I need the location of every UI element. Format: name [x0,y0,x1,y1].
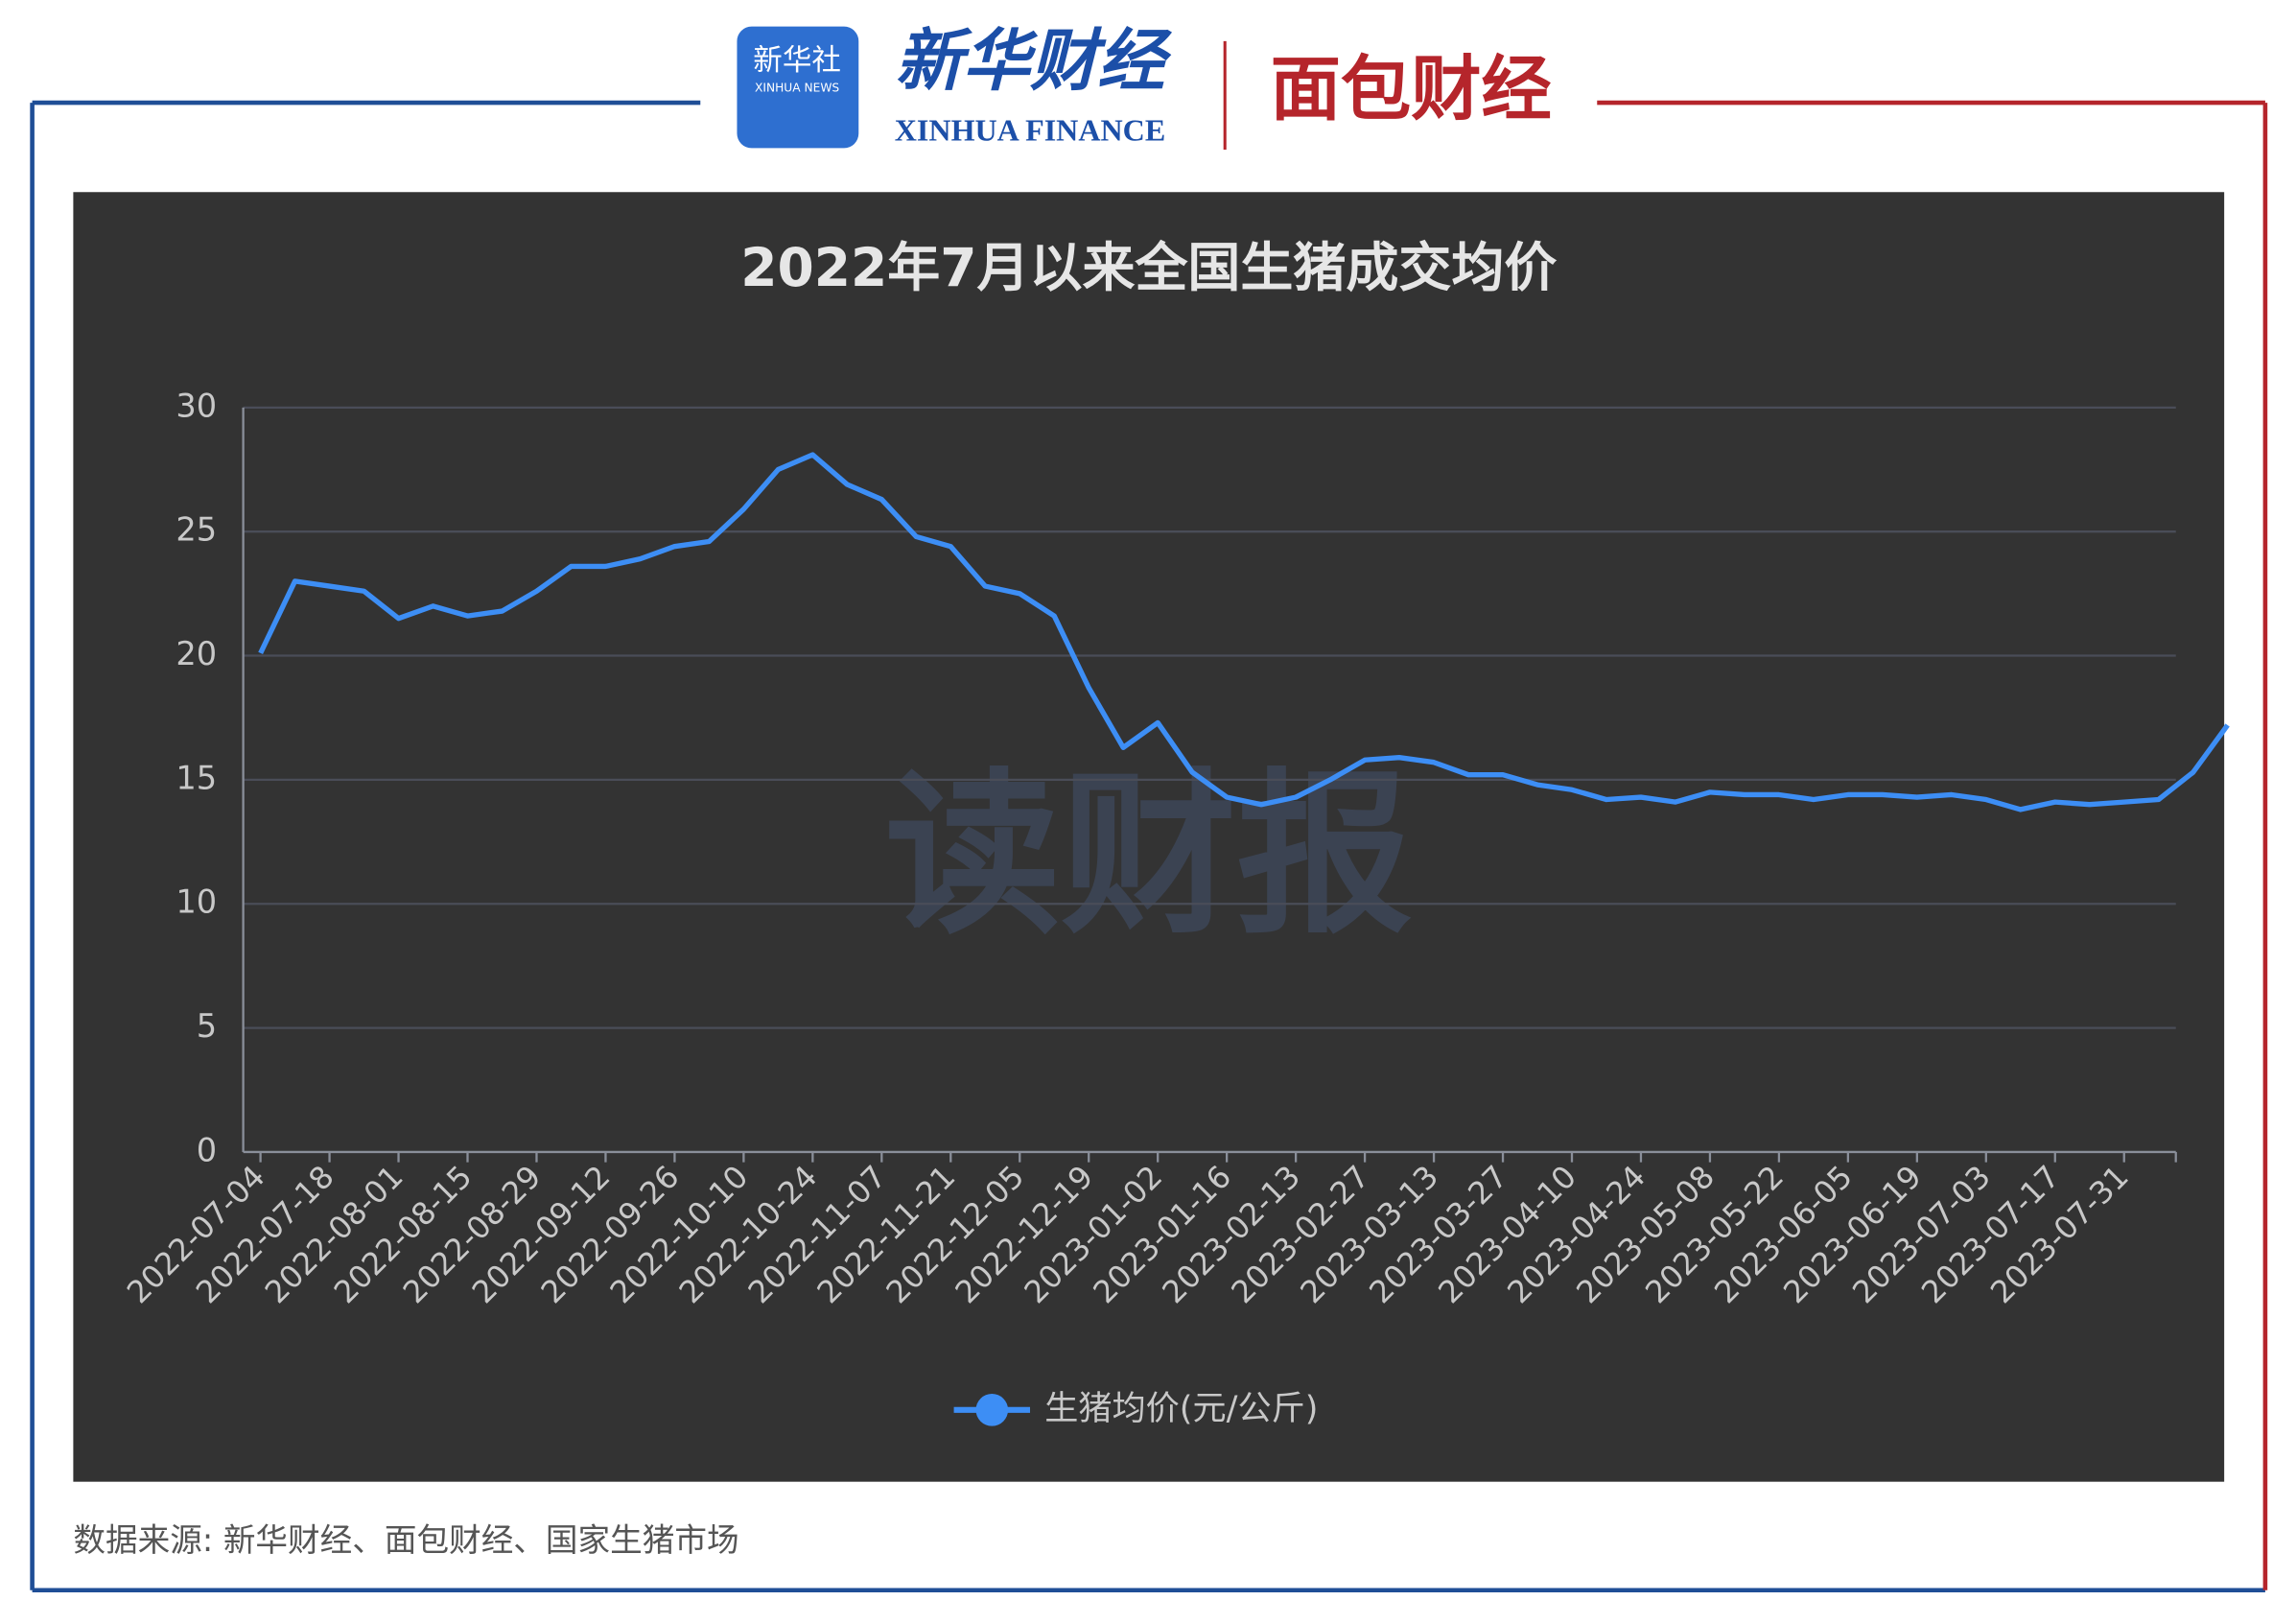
y-tick-label: 0 [197,1131,217,1168]
legend-marker [975,1394,1009,1426]
bread-logo: 面包财经 [1271,49,1552,130]
y-tick-label: 10 [176,883,217,921]
y-tick-label: 15 [176,759,217,796]
source-note: 数据来源: 新华财经、面包财经、国家生猪市场 [73,1521,738,1559]
watermark: 读财报 [885,754,1413,958]
legend-label: 生猪均价(元/公斤) [1044,1389,1318,1428]
chart-title: 2022年7月以来全国生猪成交均价 [740,237,1557,298]
line-series [258,452,2230,812]
finance-logo: 新华财经 [895,20,1172,100]
finance-logo-en: XINHUA FINANCE [895,113,1166,148]
xinhua-logo-box [737,26,859,149]
xinhua-logo: 新华社 [753,44,841,78]
y-tick-label: 25 [176,511,217,549]
y-tick-label: 20 [176,635,217,672]
xinhua-logo-en: XINHUA NEWS [755,81,839,94]
y-tick-label: 5 [197,1007,217,1045]
y-tick-label: 30 [176,387,217,424]
